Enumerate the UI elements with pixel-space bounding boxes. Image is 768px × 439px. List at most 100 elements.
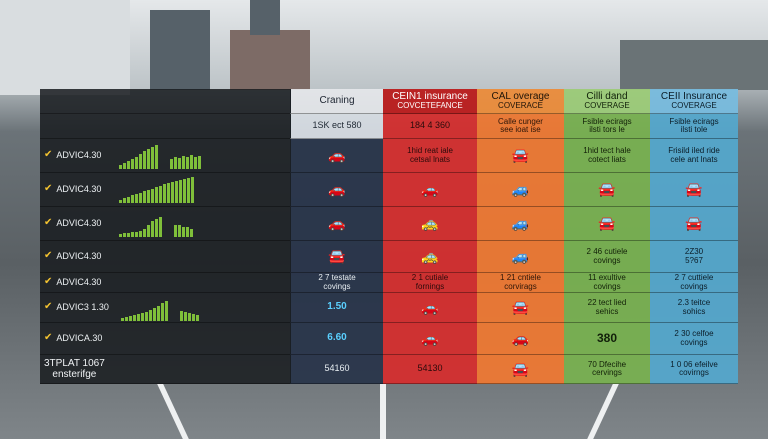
car-cell[interactable]: 🚙 [477,173,564,207]
row4-col4-text: 2 46 cutiele covings [586,247,628,265]
check-icon: ✔ [44,301,53,313]
table-row[interactable]: ✔ ADVIC4.30 [40,139,290,173]
car-cell[interactable]: 🚗 [290,139,383,173]
road-marking [380,384,386,439]
car-cell[interactable]: 🚘 [564,207,650,241]
row1-col2: 1hid reat iale cetsal lnats [383,139,477,173]
header-col4[interactable]: Cilli dand COVERAGE [564,89,650,114]
car-cell[interactable]: 🚗 [383,173,477,207]
header-col2-title: CEIN1 insurance [392,90,468,102]
car-cell[interactable]: 🚘 [477,355,564,384]
row4-col4: 2 46 cutiele covings [564,241,650,273]
car-cell[interactable]: 🚘 [650,173,738,207]
row5-col3: 1 21 cntiele corvirags [477,273,564,293]
header-empty [40,89,290,114]
car-icon: 🚘 [511,299,530,316]
subheader-col2: 184 4 360 [383,114,477,139]
row7-col4: 380 [564,323,650,355]
car-icon: 🚗 [421,330,439,347]
car-icon: 🚘 [598,181,616,198]
table-row[interactable]: ✔ ADVIC4.30 [40,273,290,293]
footer-col1-value: 54160 [324,363,350,374]
row-label: ADVIC4.30 [56,217,102,228]
subheader-col5: Fsible ecirags ilsti tole [650,114,738,139]
row1-col4-text: 1hid tect hale cotect liats [583,146,631,164]
row5-col3-text: 1 21 cntiele corvirags [500,273,541,291]
car-cell[interactable]: 🚗 [477,323,564,355]
row1-col5-text: Frisild iled ride cele ant lnats [668,146,720,164]
car-icon: 🚘 [511,147,530,164]
car-cell[interactable]: 🚗 [383,323,477,355]
table-row[interactable]: ✔ ADVIC4.30 [40,173,290,207]
subheader-col5-text: Fsible ecirags ilsti tole [669,116,719,134]
table-row[interactable]: ✔ ADVIC3 1.30 [40,293,290,323]
row1-col4: 1hid tect hale cotect liats [564,139,650,173]
car-cell[interactable]: 🚗 [383,293,477,323]
car-cell[interactable]: 🚘 [477,293,564,323]
car-cell[interactable]: 🚗 [290,173,383,207]
subheader-col4-text: Fsible ecirags ilsti tors le [582,116,632,134]
row6-col4: 22 tect lied sehics [564,293,650,323]
row6-col1: 1.50 [290,293,383,323]
row-label: ADVIC3 1.30 [56,301,109,312]
check-icon: ✔ [44,149,53,161]
subheader-col3-text: Calle cunger see ioat ise [498,116,543,134]
subheader-col3: Calle cunger see ioat ise [477,114,564,139]
footer-col2-value: 54130 [417,363,443,374]
car-cell[interactable]: 🚗 [290,207,383,241]
building-left [0,0,130,95]
row1-col5: Frisild iled ride cele ant lnats [650,139,738,173]
car-cell[interactable]: 🚙 [477,241,564,273]
row7-col5: 2 30 celfoe covings [650,323,738,355]
header-col1-label: Craning [319,94,355,106]
header-col3[interactable]: CAL overage COVERACE [477,89,564,114]
row5-col1: 2 7 testate covings [290,273,383,293]
building [150,10,210,90]
building-right [620,40,768,90]
car-icon: 🚘 [328,248,346,265]
trend-bars [119,211,194,237]
row5-col2: 2 1 cutiale fornings [383,273,477,293]
table-row[interactable]: ✔ ADVICA.30 [40,323,290,355]
header-col5-title: CEII Insurance [660,90,728,102]
row5-col4: 11 exultive covings [564,273,650,293]
check-icon: ✔ [44,332,53,344]
trend-bars [119,143,202,169]
car-cell[interactable]: 🚕 [383,207,477,241]
header-col1[interactable]: Craning [290,89,383,114]
row5-col5-text: 2 7 cuttiele covings [674,273,714,291]
car-icon: 🚗 [328,147,346,164]
car-icon: 🚗 [421,299,439,316]
row6-col5-text: 2.3 teitce sohics [677,298,711,316]
car-icon: 🚕 [421,215,439,232]
footer-col4: 70 Dfecihe cervings [564,355,650,384]
footer-col1: 54160 [290,355,383,384]
car-icon: 🚗 [328,215,346,232]
header-col5[interactable]: CEII Insurance COVERAGE [650,89,738,114]
header-col2[interactable]: CEIN1 insurance COVCETEFANCE [383,89,477,114]
building [230,30,310,90]
table-row[interactable]: ✔ ADVIC4.30 [40,241,290,273]
car-cell[interactable]: 🚕 [383,241,477,273]
check-icon: ✔ [44,250,53,262]
car-cell[interactable]: 🚘 [650,207,738,241]
header-col3-title: CAL overage [491,90,550,102]
subheader-col2-text: 184 4 360 [409,120,451,131]
row-label: ADVICA.30 [56,332,103,343]
table-row[interactable]: ✔ ADVIC4.30 [40,207,290,241]
header-col4-title: Cilli dand [586,90,628,102]
row4-col5: 2Z30 5?67 [650,241,738,273]
header-col2-sub: COVCETEFANCE [397,101,463,111]
row5-col5: 2 7 cuttiele covings [650,273,738,293]
row7-col5-text: 2 30 celfoe covings [674,329,714,347]
row5-col2-text: 2 1 cutiale fornings [411,273,449,291]
subheader-col1: 1SK ect 580 [290,114,383,139]
car-cell[interactable]: 🚘 [290,241,383,273]
car-cell[interactable]: 🚘 [477,139,564,173]
subheader-col1-text: 1SK ect 580 [312,120,362,131]
subheader-col4: Fsible ecirags ilsti tors le [564,114,650,139]
row6-col4-text: 22 tect lied sehics [587,298,627,316]
car-cell[interactable]: 🚘 [564,173,650,207]
car-cell[interactable]: 🚙 [477,207,564,241]
header-col5-sub: COVERAGE [671,101,717,111]
